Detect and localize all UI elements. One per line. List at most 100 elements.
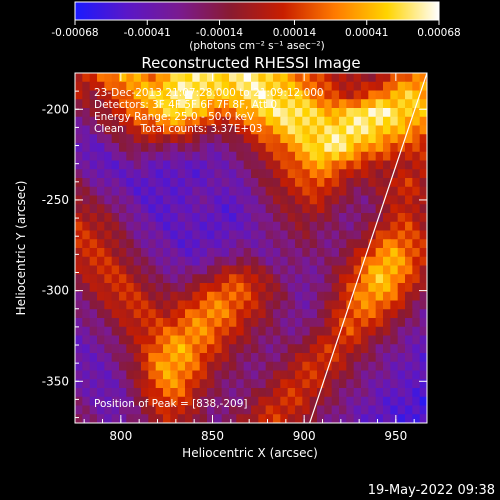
heatmap-cell <box>89 178 98 188</box>
heatmap-cell <box>199 99 208 109</box>
heatmap-cell <box>199 116 208 127</box>
heatmap-cell <box>192 300 201 310</box>
heatmap-cell <box>375 309 384 319</box>
heatmap-cell <box>221 221 230 232</box>
heatmap-cell <box>295 143 303 153</box>
heatmap-cell <box>126 90 135 100</box>
heatmap-cell <box>375 414 384 423</box>
heatmap-cell <box>89 274 98 284</box>
heatmap-cell <box>111 90 120 100</box>
heatmap-cell <box>170 143 179 153</box>
heatmap-cell <box>405 116 413 127</box>
heatmap-cell <box>353 134 362 144</box>
heatmap-cell <box>353 309 362 319</box>
annotation-detectors: Detectors: 3F 4F 5F 6F 7F 8F, Att 0 <box>94 99 277 111</box>
heatmap-cell <box>353 396 362 407</box>
heatmap-cell <box>111 361 120 372</box>
heatmap-cell <box>89 414 98 423</box>
heatmap-cell <box>133 265 142 275</box>
heatmap-cell <box>419 134 427 144</box>
heatmap-cell <box>97 335 105 345</box>
heatmap-cell <box>185 274 193 284</box>
heatmap-cell <box>251 99 259 109</box>
heatmap-cell <box>287 414 296 423</box>
heatmap-cell <box>331 178 340 188</box>
heatmap-cell <box>302 116 311 127</box>
heatmap-cell <box>214 186 223 197</box>
heatmap-cell <box>280 344 289 354</box>
heatmap-cell <box>221 169 230 179</box>
heatmap-cell <box>133 300 142 310</box>
heatmap-cell <box>383 116 391 127</box>
heatmap-cell <box>258 326 267 337</box>
heatmap-cell <box>302 160 311 170</box>
heatmap-cell <box>133 353 142 363</box>
heatmap-cell <box>185 160 193 170</box>
heatmap-cell <box>302 291 311 302</box>
heatmap-cell <box>368 318 377 328</box>
heatmap-cell <box>273 300 281 310</box>
heatmap-cell <box>419 204 427 214</box>
heatmap-cell <box>214 414 223 423</box>
heatmap-cell <box>309 239 318 249</box>
heatmap-cell <box>265 204 274 214</box>
heatmap-cell <box>192 370 201 380</box>
heatmap-cell <box>221 379 230 389</box>
heatmap-cell <box>317 309 325 319</box>
heatmap-cell <box>155 265 164 275</box>
heatmap-cell <box>192 309 201 319</box>
heatmap-cell <box>163 221 171 232</box>
heatmap-cell <box>383 283 391 293</box>
heatmap-cell <box>331 274 340 284</box>
heatmap-cell <box>383 388 391 398</box>
heatmap-cell <box>302 186 311 197</box>
heatmap-cell <box>361 335 369 345</box>
heatmap-cell <box>331 361 340 372</box>
heatmap-cell <box>295 370 303 380</box>
heatmap-cell <box>236 239 245 249</box>
heatmap-cell <box>317 300 325 310</box>
heatmap-cell <box>170 326 179 337</box>
heatmap-cell <box>317 379 325 389</box>
heatmap-cell <box>111 221 120 232</box>
heatmap-cell <box>273 309 281 319</box>
heatmap-cell <box>412 353 421 363</box>
heatmap-cell <box>199 300 208 310</box>
heatmap-cell <box>192 405 201 415</box>
heatmap-cell <box>375 213 384 223</box>
heatmap-cell <box>104 344 113 354</box>
heatmap-cell <box>192 318 201 328</box>
heatmap-cell <box>412 73 421 83</box>
heatmap-cell <box>346 344 355 354</box>
heatmap-cell <box>221 108 230 118</box>
heatmap-cell <box>82 178 91 188</box>
heatmap-cell <box>214 344 223 354</box>
heatmap-cell <box>207 195 215 205</box>
heatmap-cell <box>119 169 127 179</box>
heatmap-cell <box>199 335 208 345</box>
heatmap-cell <box>75 108 83 118</box>
heatmap-cell <box>317 73 325 83</box>
heatmap-cell <box>82 414 91 423</box>
heatmap-cell <box>199 108 208 118</box>
heatmap-cell <box>104 239 113 249</box>
heatmap-cell <box>82 125 91 135</box>
heatmap-cell <box>119 230 127 240</box>
heatmap-cell <box>353 291 362 302</box>
heatmap-cell <box>221 370 230 380</box>
heatmap-cell <box>192 116 201 127</box>
heatmap-cell <box>405 169 413 179</box>
heatmap-cell <box>75 370 83 380</box>
heatmap-cell <box>273 326 281 337</box>
heatmap-cell <box>236 230 245 240</box>
heatmap-cell <box>280 213 289 223</box>
heatmap-cell <box>221 344 230 354</box>
heatmap-cell <box>287 230 296 240</box>
heatmap-cell <box>199 344 208 354</box>
heatmap-cell <box>133 248 142 258</box>
heatmap-cell <box>243 256 252 267</box>
heatmap-cell <box>82 274 91 284</box>
heatmap-cell <box>251 405 259 415</box>
heatmap-cell <box>229 213 237 223</box>
heatmap-cell <box>331 309 340 319</box>
